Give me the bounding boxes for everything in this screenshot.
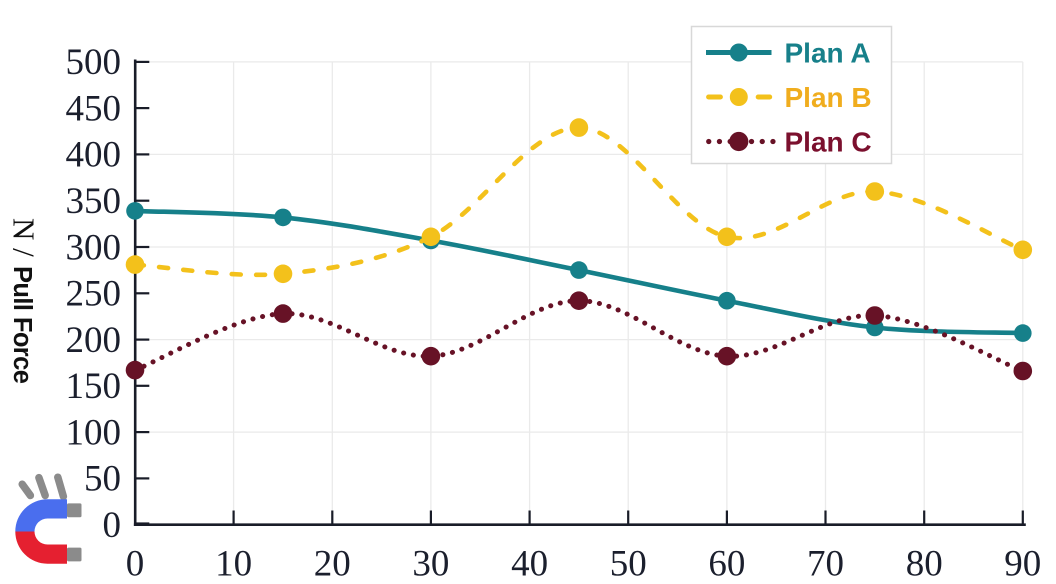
- svg-text:N /: N /: [7, 218, 42, 257]
- svg-text:300: 300: [66, 227, 122, 268]
- svg-text:350: 350: [66, 181, 122, 222]
- svg-text:40: 40: [511, 544, 548, 584]
- svg-text:50: 50: [610, 544, 647, 584]
- svg-text:400: 400: [66, 135, 122, 176]
- svg-text:0: 0: [103, 505, 122, 546]
- svg-text:50: 50: [84, 459, 121, 500]
- svg-text:70: 70: [807, 544, 844, 584]
- svg-text:Plan A: Plan A: [785, 38, 871, 69]
- svg-text:100: 100: [66, 412, 122, 453]
- svg-text:30: 30: [412, 544, 449, 584]
- svg-text:60: 60: [708, 544, 745, 584]
- svg-text:150: 150: [66, 366, 122, 407]
- svg-text:90: 90: [1004, 544, 1041, 584]
- svg-text:Pull Force: Pull Force: [8, 266, 36, 384]
- svg-text:250: 250: [66, 274, 122, 315]
- svg-text:450: 450: [66, 88, 122, 129]
- svg-text:200: 200: [66, 320, 122, 361]
- svg-text:80: 80: [906, 544, 943, 584]
- svg-text:0: 0: [126, 544, 145, 584]
- svg-text:10: 10: [215, 544, 252, 584]
- svg-text:Plan B: Plan B: [785, 82, 872, 113]
- svg-text:Plan C: Plan C: [785, 127, 872, 158]
- svg-text:500: 500: [66, 42, 122, 83]
- svg-text:20: 20: [314, 544, 351, 584]
